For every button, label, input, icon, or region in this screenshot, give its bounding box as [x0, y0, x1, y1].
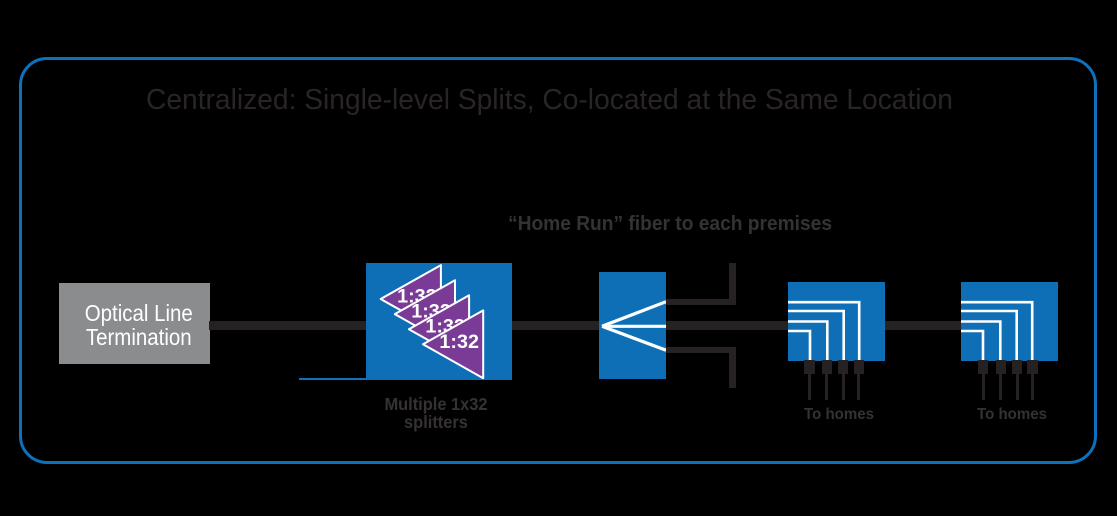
- svg-text:1:32: 1:32: [439, 332, 479, 353]
